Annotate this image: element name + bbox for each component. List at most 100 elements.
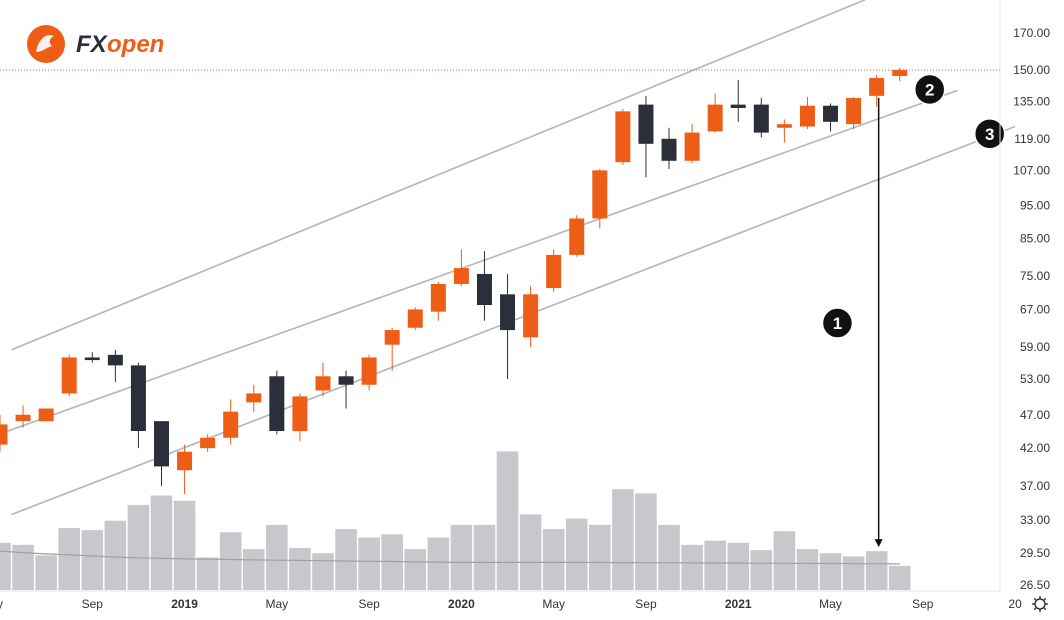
candle-body <box>799 105 815 127</box>
volume-bar <box>0 542 11 590</box>
volume-bar <box>888 565 911 590</box>
candle-body <box>384 330 400 345</box>
volume-bar <box>242 549 265 590</box>
candle-body <box>753 104 769 133</box>
candle <box>15 405 31 428</box>
volume-bar <box>681 544 703 590</box>
candle <box>107 349 123 382</box>
candle-body <box>107 354 123 366</box>
candle-body <box>707 104 723 132</box>
price-tick-label: 85.00 <box>1020 232 1050 246</box>
annotation-badge: 1 <box>821 307 854 339</box>
volume-bar <box>842 556 865 590</box>
time-tick-label: 20 <box>1008 597 1022 611</box>
candle <box>776 119 792 143</box>
candle-body <box>661 138 677 161</box>
time-tick-label: 2020 <box>448 597 475 611</box>
candlesticks <box>0 68 908 494</box>
volume-bar <box>635 493 657 590</box>
volume-bar <box>173 500 196 590</box>
price-tick-label: 150.00 <box>1013 63 1050 77</box>
annotation-badges: 1 2 3 <box>821 73 1006 339</box>
badge-label: 3 <box>985 125 994 144</box>
time-axis[interactable]: y Sep 2019 May Sep 2020 May Sep 2021 May Sep 20 <box>0 597 1022 611</box>
price-axis[interactable]: 26.50 29.50 33.00 37.00 42.00 47.00 53.00 59.00… <box>1013 26 1050 592</box>
candle <box>407 307 423 331</box>
time-tick-label: Sep <box>912 597 934 611</box>
logo-brand-right: open <box>107 31 164 58</box>
candle-body <box>130 365 146 432</box>
candle <box>361 354 377 391</box>
volume-bar <box>658 524 680 590</box>
volume-bar <box>150 495 173 590</box>
price-tick-label: 37.00 <box>1020 479 1050 493</box>
candle-body <box>153 421 169 467</box>
time-tick-label: 2019 <box>171 597 198 611</box>
volume-bar <box>496 451 519 590</box>
candle <box>0 414 8 452</box>
candle <box>892 68 908 82</box>
volume-bar <box>358 537 380 590</box>
candle-body <box>776 124 792 128</box>
candle-body <box>223 411 239 438</box>
candle <box>269 370 285 435</box>
channel-line[interactable] <box>11 0 866 351</box>
volume-bar <box>427 537 450 590</box>
candle-body <box>453 268 469 284</box>
candle-body <box>200 437 216 449</box>
candle <box>453 249 469 286</box>
price-tick-label: 29.50 <box>1020 546 1050 560</box>
candle <box>338 370 354 409</box>
candle <box>523 285 539 348</box>
candle <box>292 393 308 442</box>
logo-brand-left: FX <box>76 31 109 58</box>
price-tick-label: 26.50 <box>1020 578 1050 592</box>
candle <box>246 384 262 412</box>
annotation-badge: 2 <box>913 73 946 106</box>
volume-bar <box>335 529 357 590</box>
time-tick-label: May <box>819 597 842 611</box>
candle <box>153 421 169 486</box>
price-tick-label: 95.00 <box>1020 199 1050 213</box>
candle <box>592 168 608 229</box>
candle <box>130 362 146 449</box>
volume-bar <box>404 549 427 590</box>
candle-body <box>0 424 8 445</box>
candle <box>753 98 769 138</box>
candle <box>500 273 516 380</box>
settings-gear-icon[interactable] <box>1032 596 1048 612</box>
volume-bar <box>289 548 311 590</box>
candle <box>200 434 216 452</box>
candle-body <box>361 357 377 385</box>
price-tick-label: 67.00 <box>1020 302 1050 316</box>
candle <box>661 127 677 169</box>
time-tick-label: Sep <box>82 597 104 611</box>
candle-body <box>430 283 446 312</box>
badge-circle <box>913 73 946 106</box>
volume-bar <box>773 531 796 590</box>
price-tick-label: 33.00 <box>1020 513 1050 527</box>
candle-body <box>730 104 746 108</box>
candle-body <box>684 132 700 161</box>
volume-bar <box>819 553 842 590</box>
volume-bar <box>565 518 588 590</box>
candle-body <box>38 408 54 422</box>
volume-bar <box>58 528 80 590</box>
candle-body <box>638 104 654 144</box>
badge-circle <box>821 307 854 339</box>
candle-body <box>84 357 100 361</box>
volume-bar <box>704 540 726 590</box>
price-tick-label: 42.00 <box>1020 441 1050 455</box>
candle-body <box>315 376 331 391</box>
volume-bar <box>519 514 542 590</box>
price-tick-label: 53.00 <box>1020 372 1050 386</box>
price-tick-label: 119.00 <box>1014 132 1050 146</box>
candle-body <box>407 309 423 328</box>
volume-bar <box>612 489 634 590</box>
candle <box>315 362 331 397</box>
candle <box>84 352 100 363</box>
volume-bar <box>865 551 888 590</box>
candle <box>823 103 839 132</box>
volume-bar <box>727 542 750 590</box>
